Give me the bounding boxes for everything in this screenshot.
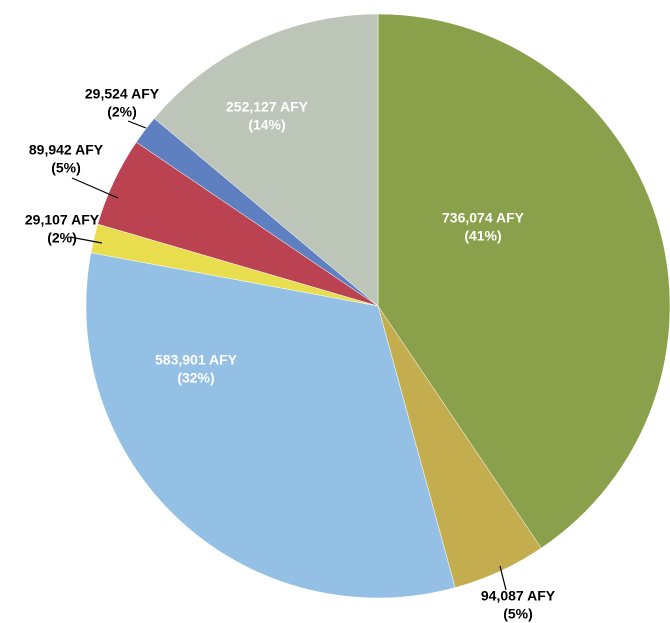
data-label: 29,107 AFY — [25, 212, 100, 228]
pie-slice — [153, 13, 379, 307]
pie-slice — [85, 252, 456, 599]
data-label: 583,901 AFY — [155, 352, 238, 368]
data-label: (5%) — [51, 160, 81, 176]
leader-line — [499, 565, 507, 591]
data-label: 736,074 AFY — [442, 210, 525, 226]
data-label: (41%) — [464, 228, 501, 244]
data-label: 252,127 AFY — [226, 99, 309, 115]
data-label: (32%) — [177, 370, 214, 386]
data-label: (2%) — [107, 104, 137, 120]
data-label: 29,524 AFY — [85, 86, 160, 102]
data-label: (2%) — [47, 230, 77, 246]
leader-line — [69, 236, 103, 244]
leader-line — [127, 120, 147, 129]
pie-slice — [377, 13, 670, 549]
data-label: 94,087 AFY — [481, 588, 556, 604]
leader-line — [71, 177, 119, 199]
data-label: (5%) — [503, 606, 533, 622]
data-label: 89,942 AFY — [29, 142, 104, 158]
data-label: (14%) — [248, 117, 285, 133]
